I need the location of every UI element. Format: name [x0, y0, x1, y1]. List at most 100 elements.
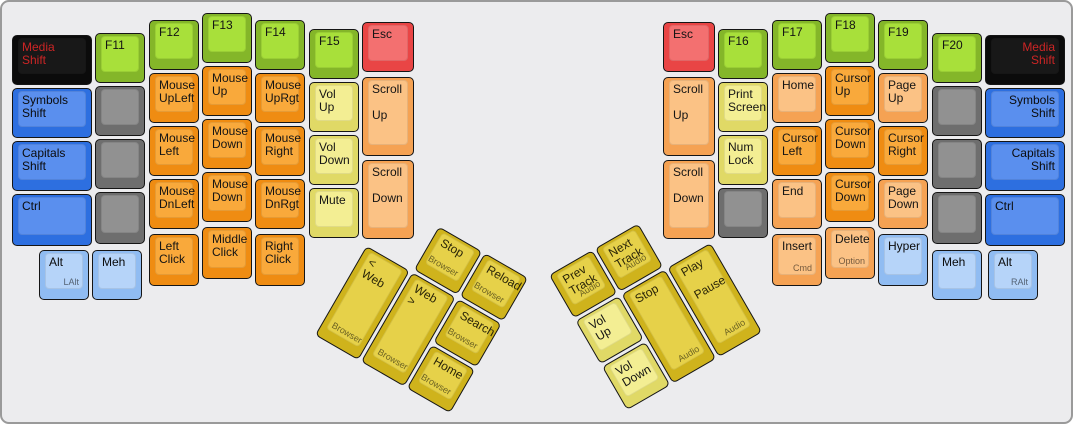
key-scroll-up-left[interactable]: Scroll Up: [362, 77, 414, 156]
key-blank-r3[interactable]: [932, 139, 982, 189]
key-symbols-shift-left[interactable]: Symbols Shift: [12, 88, 92, 138]
key-f17[interactable]: F17: [772, 20, 822, 70]
key-mouse-uprgt[interactable]: Mouse UpRgt: [255, 73, 305, 123]
key-mouse-dnrgt-label: Mouse DnRgt: [265, 184, 302, 211]
key-home[interactable]: Home: [772, 73, 822, 123]
key-cursor-down-1-top: Cursor Down: [831, 122, 871, 158]
key-mouse-down-1[interactable]: Mouse Down: [202, 119, 252, 169]
key-scroll-up-right[interactable]: Scroll Up: [663, 77, 715, 156]
key-home-label: Home: [782, 78, 815, 92]
key-ctrl-left[interactable]: Ctrl: [12, 194, 92, 246]
key-web-back-sublabel: Browser: [330, 320, 364, 346]
key-blank-r4[interactable]: [932, 192, 982, 244]
key-end[interactable]: End: [772, 179, 822, 229]
key-esc-right-top: Esc: [669, 25, 709, 61]
key-mouse-up[interactable]: Mouse Up: [202, 66, 252, 116]
key-prev-track-top: Prev Track Audio: [555, 255, 607, 306]
key-f16-top: F16: [724, 32, 762, 68]
key-scroll-down-right-label: Scroll Down: [673, 165, 704, 205]
key-blank-r1[interactable]: [718, 188, 768, 238]
key-blank-r3-top: [938, 142, 976, 178]
key-mouse-left[interactable]: Mouse Left: [149, 126, 199, 176]
key-f20[interactable]: F20: [932, 33, 982, 83]
key-mouse-down-2[interactable]: Mouse Down: [202, 172, 252, 222]
key-cursor-right[interactable]: Cursor Right: [878, 126, 928, 176]
key-mouse-upleft[interactable]: Mouse UpLeft: [149, 73, 199, 123]
key-blank-l3[interactable]: [95, 192, 145, 244]
key-f19[interactable]: F19: [878, 20, 928, 70]
key-mouse-dnrgt[interactable]: Mouse DnRgt: [255, 179, 305, 229]
key-f14[interactable]: F14: [255, 20, 305, 70]
key-vol-up-left[interactable]: Vol Up: [309, 82, 359, 132]
key-vol-down-left[interactable]: Vol Down: [309, 135, 359, 185]
key-blank-r2[interactable]: [932, 86, 982, 136]
key-alt-right[interactable]: Alt RAlt: [988, 250, 1038, 300]
key-f15[interactable]: F15: [309, 29, 359, 79]
key-page-down-label: Page Down: [888, 184, 919, 211]
key-blank-l3-top: [101, 195, 139, 233]
key-num-lock-top: Num Lock: [724, 138, 762, 174]
key-hyper[interactable]: Hyper: [878, 234, 928, 286]
key-f18[interactable]: F18: [825, 13, 875, 63]
key-mouse-right[interactable]: Mouse Right: [255, 126, 305, 176]
key-f11[interactable]: F11: [95, 33, 145, 83]
key-insert-label: Insert: [782, 239, 813, 253]
key-esc-left[interactable]: Esc: [362, 22, 414, 72]
key-page-down[interactable]: Page Down: [878, 179, 928, 229]
key-symbols-shift-right[interactable]: Symbols Shift: [985, 88, 1065, 138]
key-scroll-down-right[interactable]: Scroll Down: [663, 160, 715, 239]
key-middle-click-label: Middle Click: [212, 232, 248, 259]
key-cursor-down-1[interactable]: Cursor Down: [825, 119, 875, 169]
key-mute-top: Mute: [315, 191, 353, 227]
key-page-down-top: Page Down: [884, 182, 922, 218]
key-esc-right[interactable]: Esc: [663, 22, 715, 72]
key-hyper-top: Hyper: [884, 237, 922, 275]
key-right-click-top: Right Click: [261, 237, 299, 275]
key-page-up-label: Page Up: [888, 78, 917, 105]
key-page-up[interactable]: Page Up: [878, 73, 928, 123]
key-symbols-shift-left-label: Symbols Shift: [22, 93, 69, 120]
key-blank-r1-top: [724, 191, 762, 227]
key-mouse-up-label: Mouse Up: [212, 71, 249, 98]
key-cursor-left[interactable]: Cursor Left: [772, 126, 822, 176]
key-mute[interactable]: Mute: [309, 188, 359, 238]
key-blank-l2[interactable]: [95, 139, 145, 189]
key-alt-right-label: Alt: [998, 255, 1013, 269]
key-alt-left[interactable]: Alt LAlt: [39, 250, 89, 300]
key-media-shift-right[interactable]: Media Shift: [985, 35, 1065, 85]
key-media-shift-left[interactable]: Media Shift: [12, 35, 92, 85]
key-f16[interactable]: F16: [718, 29, 768, 79]
key-f17-label: F17: [782, 25, 803, 39]
key-left-click[interactable]: Left Click: [149, 234, 199, 286]
key-alt-right-top: Alt RAlt: [994, 253, 1032, 289]
key-middle-click[interactable]: Middle Click: [202, 227, 252, 279]
key-print-screen-label: Print Screen: [728, 87, 767, 114]
key-print-screen[interactable]: Print Screen: [718, 82, 768, 132]
key-f13[interactable]: F13: [202, 13, 252, 63]
key-scroll-down-left[interactable]: Scroll Down: [362, 160, 414, 239]
key-cursor-up-top: Cursor Up: [831, 69, 871, 105]
key-meh-right[interactable]: Meh: [932, 250, 982, 300]
key-blank-l1[interactable]: [95, 86, 145, 136]
key-audio-stop-sublabel: Audio: [676, 343, 702, 364]
key-meh-left[interactable]: Meh: [92, 250, 142, 300]
key-cursor-up[interactable]: Cursor Up: [825, 66, 875, 116]
key-f13-label: F13: [212, 18, 233, 32]
key-mouse-left-label: Mouse Left: [159, 131, 196, 158]
key-alt-left-top: Alt LAlt: [45, 253, 83, 289]
key-scroll-down-right-top: Scroll Down: [669, 163, 709, 228]
key-capitals-shift-right[interactable]: Capitals Shift: [985, 141, 1065, 191]
key-mute-label: Mute: [319, 193, 346, 207]
key-capitals-shift-left-top: Capitals Shift: [18, 144, 86, 180]
key-insert[interactable]: Insert Cmd: [772, 234, 822, 286]
key-f18-label: F18: [835, 18, 856, 32]
key-play-pause-sublabel: Audio: [721, 317, 747, 338]
key-f12[interactable]: F12: [149, 20, 199, 70]
key-right-click[interactable]: Right Click: [255, 234, 305, 286]
key-cursor-down-2[interactable]: Cursor Down: [825, 172, 875, 222]
key-ctrl-right[interactable]: Ctrl: [985, 194, 1065, 246]
key-capitals-shift-left[interactable]: Capitals Shift: [12, 141, 92, 191]
key-num-lock[interactable]: Num Lock: [718, 135, 768, 185]
key-delete[interactable]: Delete Option: [825, 227, 875, 279]
key-mouse-dnleft[interactable]: Mouse DnLeft: [149, 179, 199, 229]
